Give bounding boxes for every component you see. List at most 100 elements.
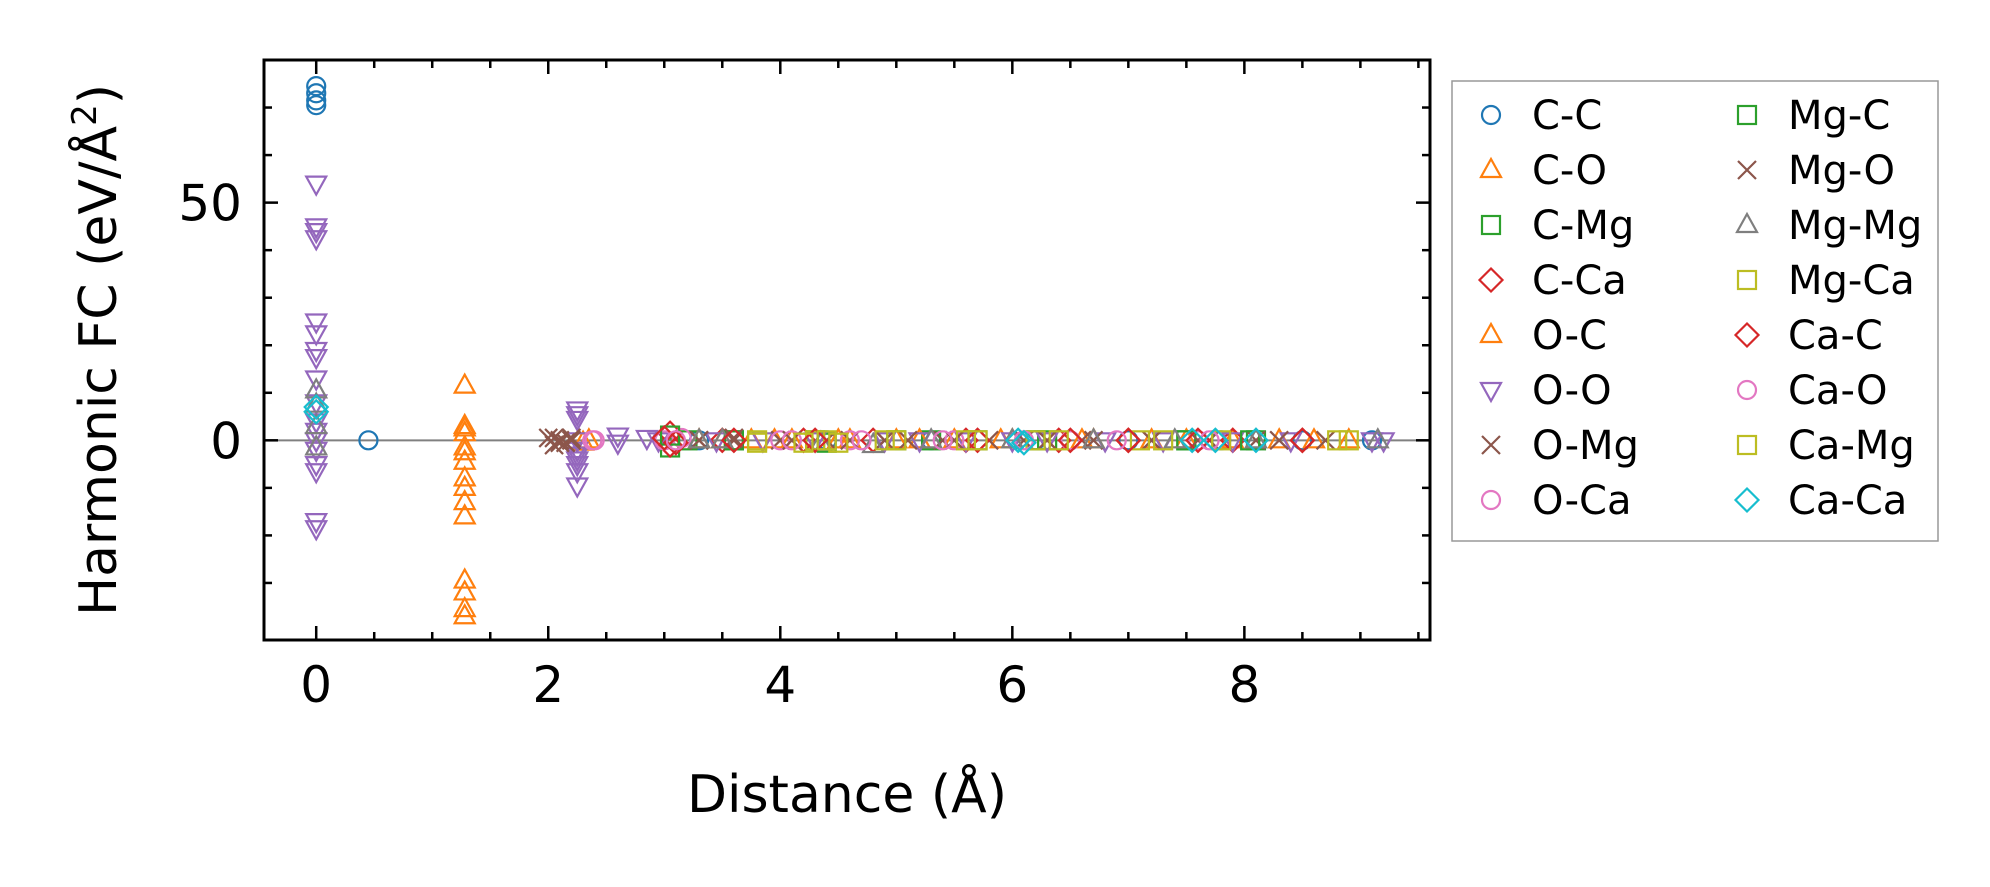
- point-o-o: [304, 441, 329, 464]
- point-o-o: [954, 432, 978, 454]
- point-mg-o: [1269, 430, 1289, 451]
- plot-frame: [262, 58, 1432, 642]
- point-ca-c: [802, 427, 829, 454]
- legend-marker-o-c: [1479, 321, 1503, 344]
- point-c-c: [1118, 430, 1139, 451]
- legend-label-ca-c: Ca-C: [1788, 313, 1883, 359]
- point-c-o: [1302, 427, 1326, 449]
- point-ca-o: [584, 430, 605, 451]
- point-ca-mg: [874, 430, 895, 451]
- point-ca-mg: [816, 430, 837, 451]
- series-ca-ca: [303, 393, 1270, 456]
- point-mg-o: [898, 430, 918, 451]
- point-c-o: [1070, 427, 1094, 449]
- x-tick-label: 0: [300, 656, 332, 714]
- point-o-o: [1371, 432, 1396, 454]
- legend-label-ca-mg: Ca-Mg: [1788, 423, 1915, 469]
- y-axis-label-close: ): [69, 84, 129, 104]
- point-c-o: [452, 503, 477, 525]
- point-mg-c: [1240, 430, 1261, 451]
- point-ca-c: [1057, 427, 1084, 454]
- point-c-c: [1292, 430, 1313, 451]
- x-tick-label: 4: [764, 656, 796, 714]
- point-c-c: [358, 430, 379, 451]
- point-c-o: [452, 434, 477, 456]
- point-o-o: [304, 455, 329, 478]
- point-ca-c: [964, 427, 991, 454]
- legend-marker-c-mg: [1480, 214, 1502, 236]
- plot-background: [264, 60, 1430, 640]
- legend-marker-mg-o: [1737, 160, 1757, 180]
- point-o-o: [304, 313, 329, 335]
- legend-label-mg-o: Mg-O: [1788, 148, 1895, 194]
- point-mg-ca: [804, 430, 826, 451]
- point-o-o: [1360, 432, 1384, 454]
- point-o-mg: [1037, 430, 1057, 451]
- legend-label-o-c: O-C: [1532, 313, 1607, 359]
- point-o-o: [565, 410, 590, 433]
- point-ca-mg: [1048, 430, 1069, 451]
- point-ca-mg: [1338, 430, 1359, 451]
- point-o-o: [304, 370, 329, 392]
- point-ca-o: [932, 430, 953, 451]
- point-mg-mg: [861, 431, 885, 454]
- legend-item-mg-c: Mg-C: [1736, 93, 1890, 139]
- point-ca-ca: [1179, 427, 1206, 454]
- point-o-c: [452, 438, 477, 461]
- point-mg-ca: [955, 430, 977, 451]
- point-mg-o: [724, 428, 744, 448]
- point-o-o: [304, 341, 329, 364]
- legend: C-C C-O C-Mg C-Ca O-C O-O O-Mg O-Ca Mg-C Mg-O Mg-M…: [1451, 80, 1939, 542]
- point-c-o: [780, 427, 804, 449]
- point-ca-o: [665, 430, 686, 451]
- point-o-o: [304, 463, 329, 485]
- legend-item-ca-o: Ca-O: [1736, 368, 1887, 414]
- point-o-mg: [561, 428, 582, 448]
- point-ca-c: [1115, 427, 1142, 454]
- point-o-o: [304, 349, 329, 371]
- point-o-c: [907, 427, 932, 449]
- point-mg-mg: [304, 391, 329, 413]
- point-ca-mg: [793, 432, 814, 453]
- y-axis-label-main: Harmonic FC (eV/Å: [67, 125, 129, 616]
- legend-item-ca-mg: Ca-Mg: [1736, 423, 1915, 469]
- point-c-o: [826, 427, 851, 449]
- point-mg-mg: [919, 427, 943, 449]
- point-ca-ca: [1010, 429, 1037, 456]
- legend-item-c-o: C-O: [1479, 148, 1607, 194]
- legend-item-mg-ca: Mg-Ca: [1736, 258, 1915, 304]
- legend-label-o-ca: O-Ca: [1532, 478, 1631, 524]
- point-mg-mg: [1244, 427, 1268, 449]
- point-mg-ca: [1327, 430, 1348, 451]
- point-c-o: [452, 488, 477, 511]
- legend-label-c-o: C-O: [1532, 148, 1607, 194]
- point-o-o: [304, 218, 329, 240]
- point-mg-mg: [304, 412, 329, 435]
- point-ca-o: [1106, 430, 1127, 451]
- point-o-o: [872, 432, 897, 454]
- legend-item-o-c: O-C: [1479, 313, 1607, 359]
- point-o-o: [304, 223, 329, 245]
- point-o-c: [452, 412, 477, 435]
- legend-frame: [1451, 80, 1939, 542]
- point-ca-mg: [1153, 430, 1174, 451]
- point-c-o: [452, 465, 477, 487]
- legend-item-ca-ca: Ca-Ca: [1733, 478, 1907, 524]
- point-o-o: [565, 451, 590, 473]
- legend-label-ca-ca: Ca-Ca: [1788, 478, 1907, 524]
- point-ca-c: [1184, 427, 1212, 454]
- legend-label-c-ca: C-Ca: [1532, 258, 1627, 304]
- point-o-o: [565, 463, 590, 485]
- x-tick-label: 6: [996, 656, 1028, 714]
- legend-marker-o-o: [1479, 381, 1503, 404]
- legend-marker-c-o: [1479, 156, 1503, 179]
- point-ca-o: [781, 430, 802, 451]
- data-points: [303, 76, 1396, 625]
- legend-item-o-o: O-O: [1479, 368, 1612, 414]
- legend-item-mg-o: Mg-O: [1737, 148, 1895, 194]
- x-axis-label: Distance (Å): [687, 763, 1007, 825]
- series-ca-mg: [746, 430, 1359, 453]
- point-c-o: [452, 595, 477, 618]
- point-c-c: [306, 90, 327, 111]
